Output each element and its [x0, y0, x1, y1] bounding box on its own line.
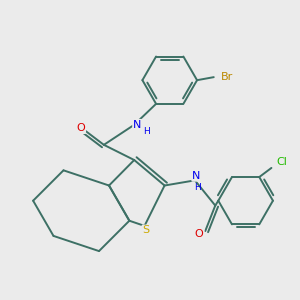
Text: O: O	[195, 229, 204, 239]
Text: N: N	[192, 171, 201, 181]
Text: O: O	[76, 123, 85, 133]
Text: Br: Br	[221, 72, 233, 82]
Text: H: H	[195, 183, 201, 192]
Text: N: N	[133, 120, 141, 130]
Text: S: S	[142, 225, 150, 236]
Text: H: H	[144, 127, 150, 136]
Text: Cl: Cl	[277, 157, 287, 167]
